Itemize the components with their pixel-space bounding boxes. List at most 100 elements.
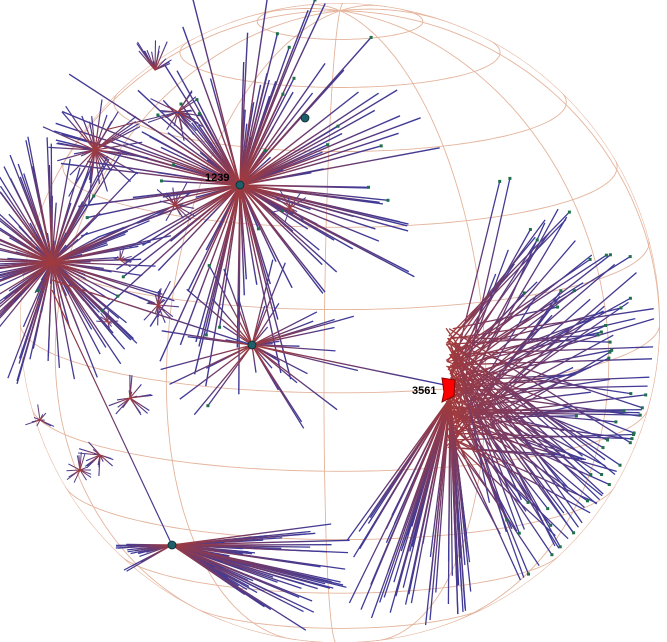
right-fan-leaf [608, 340, 612, 344]
latitude-line [64, 486, 616, 541]
hub-1239-edge [149, 184, 241, 327]
right-fan-leaf [607, 356, 611, 360]
satellite-edge [177, 98, 198, 113]
satellite-edge [92, 448, 101, 456]
left-cluster-edge [51, 261, 98, 378]
red-flag-icon[interactable] [441, 377, 456, 403]
right-fan [449, 437, 598, 504]
bottom-fan-edge [171, 533, 306, 546]
right-fan-leaf [604, 324, 608, 327]
right-fan [452, 231, 551, 364]
left-cluster-edge [51, 209, 165, 263]
satellite-edge [287, 197, 291, 209]
left-subcluster-edge [94, 149, 112, 172]
satellite-edge [104, 312, 109, 323]
left-cluster-edge [0, 243, 53, 263]
hub-1239-leaf [386, 198, 390, 202]
right-fan-leaf [618, 463, 622, 467]
satellite-edge [107, 320, 119, 323]
hub-1239-leaf [204, 333, 208, 337]
right-fan [451, 350, 507, 533]
left-cluster-edge [3, 166, 53, 263]
right-fan-leaf [567, 210, 571, 214]
left-cluster-edge [38, 224, 53, 263]
left-cluster-edge [18, 261, 53, 359]
satellite-edge [173, 111, 179, 126]
left-subcluster-edge [94, 120, 113, 151]
hub-1239-leaf [379, 144, 383, 148]
hub-node-icon[interactable] [247, 340, 257, 350]
left-cluster-edge [47, 261, 53, 357]
left-cluster-leaf [92, 194, 96, 198]
left-subcluster-edge [94, 116, 137, 151]
left-cluster-edge [27, 136, 53, 263]
right-fan [448, 308, 654, 340]
satellite-edge [86, 454, 101, 467]
satellite-edge [159, 200, 176, 206]
left-cluster-edge [0, 176, 53, 263]
middle-node-edge [237, 297, 253, 346]
hub-1239-edge [239, 92, 379, 186]
latitude-line [179, 37, 501, 88]
graph-edges [0, 0, 655, 631]
satellite-edge [174, 204, 196, 217]
satellite-edge [39, 414, 44, 421]
longitude-line [339, 4, 388, 12]
hub-1239-edge [239, 145, 382, 186]
middle-node-edge [251, 302, 280, 346]
satellite-edge [157, 304, 179, 308]
left-cluster-edge [51, 202, 72, 263]
right-fan-leaf [572, 531, 576, 535]
satellite-edge [37, 404, 41, 421]
satellite-edge [36, 419, 41, 427]
left-subcluster-edge [76, 149, 96, 181]
hub-1239-leaf [100, 309, 104, 313]
right-fan [451, 374, 603, 497]
right-fan-leaf [599, 330, 603, 334]
bottom-fan-edge [171, 544, 332, 583]
hub-1239-edge [80, 184, 241, 237]
hub-1239-edge [239, 91, 359, 186]
right-fan-leaf [589, 473, 593, 477]
hub-1239-edge [239, 184, 368, 189]
hub-node-label[interactable]: 1239 [205, 172, 229, 184]
satellite-edge [79, 469, 92, 475]
right-fan-leaf [535, 238, 539, 242]
middle-node-edge [186, 288, 253, 346]
satellite-edge [99, 454, 112, 460]
hub-1239-edge [196, 99, 241, 186]
left-cluster-edge [7, 257, 53, 263]
satellite-edge [96, 320, 109, 323]
selected-node-label[interactable]: 3561 [412, 385, 436, 397]
satellite-edge [99, 454, 104, 462]
left-subcluster-edge [81, 115, 96, 151]
middle-node-edge [212, 298, 253, 346]
right-fan-leaf [505, 518, 509, 522]
satellite-edge [129, 397, 142, 416]
right-fan [450, 343, 606, 461]
left-cluster-edge [51, 261, 148, 302]
hub-1239-edge [116, 184, 241, 270]
satellite-edge [157, 288, 162, 306]
hub-node-icon[interactable] [167, 540, 177, 550]
left-cluster-leaf [36, 289, 40, 293]
satellite-edge [66, 469, 81, 472]
left-subcluster-edge [94, 99, 103, 151]
left-cluster-edge [51, 244, 67, 263]
satellite-edge [166, 111, 179, 130]
left-cluster-edge [50, 143, 53, 263]
hub-1239-edge [55, 122, 241, 186]
hub-1239-leaf [336, 124, 340, 128]
satellite-edge [100, 316, 109, 323]
right-fan-leaf [632, 431, 636, 435]
hub-node-icon[interactable] [235, 180, 245, 190]
hub-node-icon[interactable] [300, 113, 310, 123]
hub-1239-edge [239, 33, 279, 186]
right-fan-leaf [508, 176, 512, 180]
hub-1239-leaf [171, 163, 175, 167]
left-cluster-edge [51, 158, 71, 263]
bottom-fan-edge [139, 544, 173, 557]
right-fan [453, 219, 546, 345]
satellite-edge [177, 91, 193, 113]
